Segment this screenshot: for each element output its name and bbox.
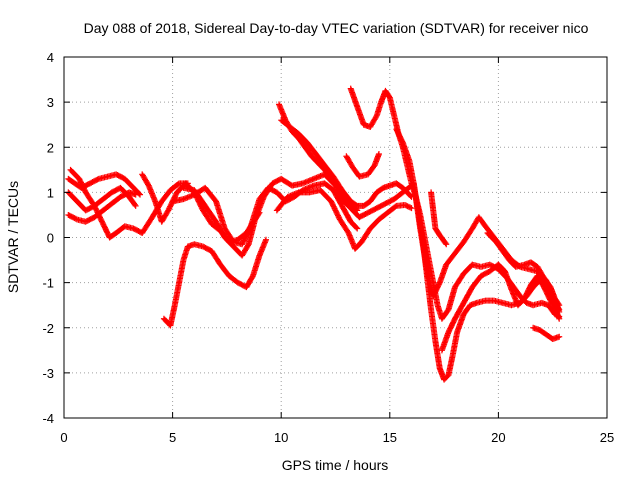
marks-layer bbox=[65, 85, 563, 383]
series-arc-17 bbox=[438, 261, 563, 354]
data-point bbox=[353, 224, 360, 231]
data-point bbox=[72, 215, 79, 222]
data-point bbox=[555, 301, 562, 308]
series-arc-19 bbox=[530, 324, 563, 343]
series-arc-14 bbox=[393, 126, 563, 383]
series-arc-9 bbox=[273, 187, 415, 252]
x-tick-label: 15 bbox=[383, 430, 397, 445]
y-tick-label: 1 bbox=[47, 185, 54, 200]
series-arc-13 bbox=[343, 151, 382, 180]
data-point bbox=[94, 176, 101, 183]
data-point bbox=[131, 201, 138, 208]
plot-frame bbox=[63, 56, 608, 419]
data-point bbox=[373, 113, 380, 120]
data-point bbox=[353, 206, 360, 213]
series-arc-7 bbox=[160, 236, 269, 329]
series-arc-1 bbox=[65, 171, 144, 198]
y-axis-label: SDTVAR / TECUs bbox=[5, 181, 21, 293]
x-tick-label: 10 bbox=[274, 430, 288, 445]
data-point bbox=[375, 151, 382, 158]
data-point bbox=[132, 202, 139, 209]
data-point bbox=[403, 202, 410, 209]
y-tick-label: -1 bbox=[42, 276, 54, 291]
data-point bbox=[405, 203, 412, 210]
data-point bbox=[354, 207, 361, 214]
x-tick-label: 5 bbox=[169, 430, 176, 445]
chart-title: Day 088 of 2018, Sidereal Day-to-day VTE… bbox=[84, 20, 589, 36]
x-tick-label: 0 bbox=[60, 430, 67, 445]
series-arc-5 bbox=[139, 171, 263, 246]
series-arc-2 bbox=[65, 184, 139, 214]
data-point bbox=[404, 203, 411, 210]
y-tick-label: 0 bbox=[47, 231, 54, 246]
y-tick-label: 2 bbox=[47, 140, 54, 155]
y-tick-label: 4 bbox=[47, 50, 54, 65]
x-tick-label: 25 bbox=[600, 430, 614, 445]
data-point bbox=[442, 240, 449, 247]
y-tick-label: -3 bbox=[42, 366, 54, 381]
series-arc-18 bbox=[484, 229, 563, 309]
data-point bbox=[354, 225, 361, 232]
data-point bbox=[443, 241, 450, 248]
data-point bbox=[556, 302, 563, 309]
x-tick-label: 20 bbox=[491, 430, 505, 445]
series-arc-11 bbox=[278, 117, 361, 214]
data-point bbox=[408, 205, 415, 212]
series-arc-8 bbox=[180, 171, 415, 259]
x-axis-label: GPS time / hours bbox=[282, 457, 389, 473]
y-tick-label: -2 bbox=[42, 321, 54, 336]
data-point bbox=[402, 202, 409, 209]
axis-layer: 0 5 10 15 20 25 -4 -3 -2 -1 0 1 2 3 4 bbox=[42, 50, 614, 445]
data-point bbox=[556, 333, 563, 340]
series-arc-16 bbox=[428, 189, 450, 248]
data-point bbox=[407, 204, 414, 211]
data-point bbox=[249, 274, 256, 281]
data-point bbox=[262, 236, 269, 243]
series-arc-4 bbox=[67, 166, 191, 241]
y-tick-label: 3 bbox=[47, 95, 54, 110]
data-point bbox=[244, 242, 251, 249]
grid-layer bbox=[64, 57, 607, 418]
y-tick-label: -4 bbox=[42, 411, 54, 426]
data-point bbox=[132, 191, 139, 198]
data-point bbox=[556, 315, 563, 322]
